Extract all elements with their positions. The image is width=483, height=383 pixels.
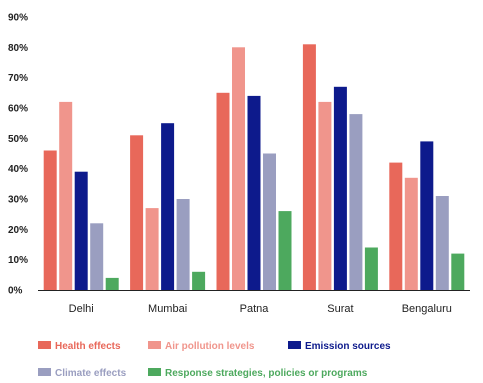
legend-label: Health effects	[55, 341, 121, 352]
x-tick-label: Delhi	[69, 303, 94, 315]
legend-label: Climate effects	[55, 368, 127, 379]
bar	[389, 162, 403, 290]
y-tick-label: 0%	[8, 286, 23, 297]
legend-swatch	[288, 341, 301, 349]
bar	[349, 114, 363, 290]
y-tick-label: 70%	[8, 73, 28, 84]
y-tick-label: 20%	[8, 225, 28, 236]
bar	[278, 211, 292, 290]
legend-label: Emission sources	[305, 341, 391, 352]
x-tick-label: Bengaluru	[402, 303, 452, 315]
legend: Health effects Air pollution levels Emissi…	[38, 341, 391, 379]
y-tick-label: 90%	[8, 13, 28, 24]
bar	[247, 95, 261, 291]
y-tick-label: 40%	[8, 164, 28, 175]
legend-label: Air pollution levels	[165, 341, 255, 352]
bar	[176, 199, 190, 290]
bar	[145, 208, 159, 290]
bars	[43, 44, 465, 291]
y-tick-label: 10%	[8, 255, 28, 266]
bar	[105, 277, 119, 290]
bar	[130, 135, 144, 290]
bar	[451, 253, 465, 290]
y-tick-label: 60%	[8, 104, 28, 115]
legend-swatch	[148, 341, 161, 349]
bar	[232, 47, 245, 290]
bar	[216, 92, 230, 290]
bar	[90, 223, 104, 290]
legend-swatch	[148, 368, 161, 376]
bar	[43, 150, 57, 290]
bar	[161, 123, 175, 290]
bar	[404, 177, 418, 290]
x-axis: Delhi Mumbai Patna Surat Bengaluru	[69, 303, 452, 315]
legend-swatch	[38, 368, 51, 376]
y-tick-label: 50%	[8, 134, 28, 145]
bar	[263, 153, 276, 290]
bar	[333, 86, 347, 290]
bar	[420, 141, 434, 290]
bar	[192, 271, 206, 290]
y-tick-label: 30%	[8, 195, 28, 206]
legend-swatch	[38, 341, 51, 349]
x-tick-label: Mumbai	[148, 303, 187, 315]
bar	[302, 44, 316, 290]
bar	[74, 171, 88, 290]
x-tick-label: Surat	[327, 303, 353, 315]
y-axis: 0% 10% 20% 30% 40% 50% 60% 70% 80% 90%	[8, 13, 28, 297]
y-tick-label: 80%	[8, 43, 28, 54]
bar	[435, 196, 449, 290]
legend-label: Response strategies, policies or program…	[165, 368, 368, 379]
bar	[318, 101, 332, 291]
bar	[59, 101, 73, 291]
bar	[364, 247, 378, 290]
x-tick-label: Patna	[240, 303, 270, 315]
